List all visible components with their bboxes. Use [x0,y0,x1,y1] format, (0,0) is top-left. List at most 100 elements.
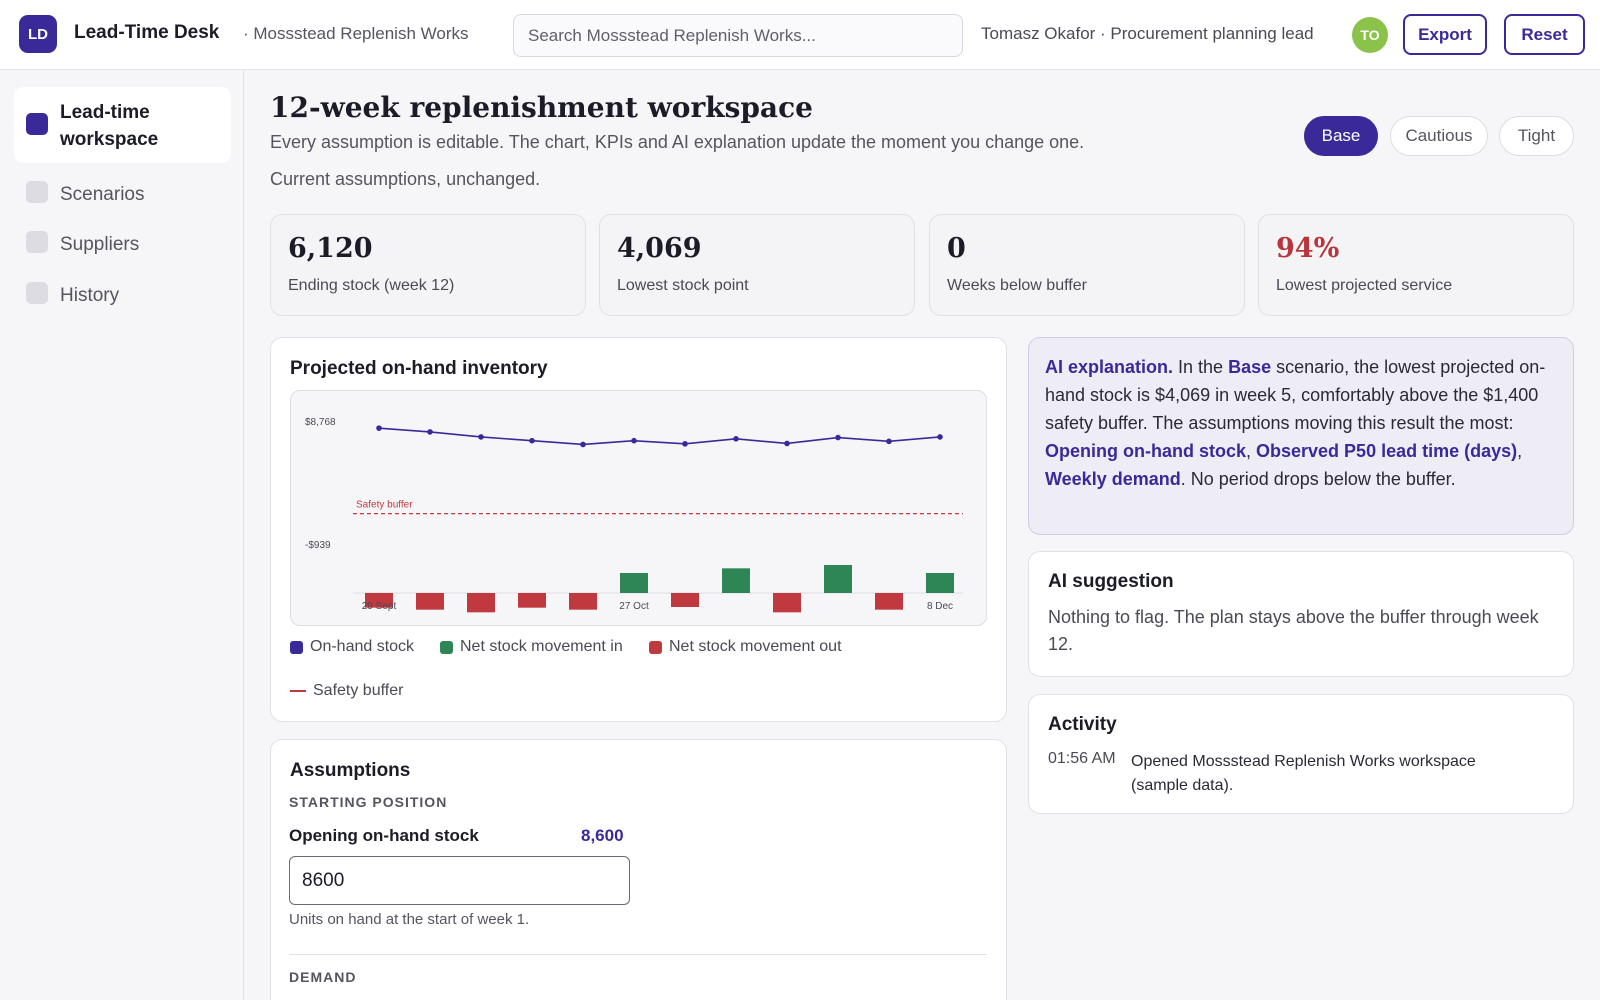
activity-title: Activity [1048,714,1117,735]
kpi-label: Weeks below buffer [947,277,1087,294]
net-out-bar [365,593,393,608]
legend-swatch [649,640,662,654]
sidebar-item-label: Suppliers [60,234,140,255]
on-hand-point [376,425,382,431]
on-hand-point [631,437,637,444]
kpi-value: 4,069 [617,233,702,264]
org-name: · Mossstead Replenish Works [243,24,469,43]
sidebar-item-label: Lead-time workspace [60,102,159,150]
kpi-label: Lowest projected service [1276,277,1453,294]
sidebar-item-lead-time-workspace[interactable]: Lead-time workspace [14,87,231,163]
net-out-bar [875,593,903,610]
scenario-tight[interactable]: Tight [1499,116,1574,156]
legend-swatch [290,690,306,692]
ai-text: In the [1173,357,1229,377]
opening-stock-help: Units on hand at the start of week 1. [289,911,530,928]
opening-stock-label: Opening on-hand stock [289,826,479,845]
kpi-label: Ending stock (week 12) [288,277,455,294]
search-input[interactable] [513,14,963,57]
ai-explanation-heading: AI explanation. [1045,357,1174,377]
net-in-bar [722,568,750,593]
y-axis-bottom-label: -$939 [305,540,331,551]
legend-buffer: Safety buffer [290,682,403,700]
workspace-icon [26,113,48,135]
x-tick-label: 27 Oct [619,601,649,612]
x-tick-label: 29 Sept [362,601,397,612]
ai-suggestion-text: Nothing to flag. The plan stays above th… [1048,607,1539,654]
top-bar: LD Lead-Time Desk · Mossstead Replenish … [0,0,1600,70]
ai-explanation-card: AI explanation. In the Base scenario, th… [1028,337,1574,535]
ai-text: , [1517,441,1523,461]
sidebar: Lead-time workspace Scenarios Suppliers … [0,70,244,1000]
chart-title: Projected on-hand inventory [290,358,548,379]
opening-stock-input[interactable] [289,856,630,905]
page-subtitle: Every assumption is editable. The chart,… [270,132,1085,152]
on-hand-point [784,440,790,447]
sidebar-item-scenarios[interactable]: Scenarios [14,175,231,215]
kpi-value: 6,120 [288,233,373,264]
on-hand-point [427,429,433,435]
divider [289,954,987,955]
y-axis-top-label: $8,768 [305,417,336,428]
kpi-ending-stock: 6,120 Ending stock (week 12) [270,214,586,316]
on-hand-point [886,438,892,445]
legend-label: Safety buffer [313,682,404,699]
on-hand-point [580,441,586,448]
sidebar-item-label: History [60,285,120,306]
assumption-link-opening-stock[interactable]: Opening on-hand stock [1045,441,1246,461]
sidebar-item-label: Scenarios [60,184,145,205]
x-tick-label: 8 Dec [927,601,953,612]
net-out-bar [671,593,699,607]
legend-net-in: Net stock movement in [440,638,623,656]
sidebar-item-suppliers[interactable]: Suppliers [14,225,231,265]
scenario-base[interactable]: Base [1304,116,1378,156]
ai-text: . No period drops below the buffer. [1180,469,1456,489]
net-out-bar [569,593,597,610]
net-in-bar [824,565,852,593]
app-logo[interactable]: LD [19,15,57,53]
reset-button[interactable]: Reset [1504,14,1585,55]
net-out-bar [773,593,801,613]
inventory-chart: $8,768 -$939 Safety buffer 29 Sept 27 Oct 8 D… [305,417,963,613]
ai-text: scenario, the lowest projected on-hand s… [1045,357,1546,433]
suppliers-icon [26,231,48,253]
sidebar-item-history[interactable]: History [14,276,231,316]
activity-text: Opened Mossstead Replenish Works workspa… [1131,753,1476,794]
assumption-link-lead-time[interactable]: Observed P50 lead time (days) [1256,441,1518,461]
user-name: Tomasz Okafor · Procurement planning lea… [981,24,1314,43]
kpi-weeks-below-buffer: 0 Weeks below buffer [929,214,1245,316]
net-in-bar [926,573,954,593]
ai-scenario-link[interactable]: Base [1228,357,1272,377]
net-out-bar [467,593,495,613]
on-hand-point [733,436,739,442]
page-status: Current assumptions, unchanged. [270,169,541,189]
ai-suggestion-card: AI suggestion Nothing to flag. The plan … [1028,551,1574,677]
legend-label: Net stock movement in [460,638,623,655]
opening-stock-value: 8,600 [581,826,624,845]
kpi-lowest-stock: 4,069 Lowest stock point [599,214,915,316]
on-hand-point [937,434,943,440]
net-in-bar [620,573,648,593]
net-out-bar [416,593,444,610]
on-hand-line [378,427,941,446]
export-button[interactable]: Export [1403,14,1487,55]
assumption-link-weekly-demand[interactable]: Weekly demand [1045,469,1181,489]
legend-on-hand: On-hand stock [290,638,414,656]
legend-swatch [290,640,303,654]
app-title: Lead-Time Desk [74,22,220,43]
avatar[interactable]: TO [1352,17,1388,53]
legend-swatch [440,640,453,654]
ai-text: , [1246,441,1257,461]
on-hand-point [835,434,841,441]
on-hand-point [682,441,688,447]
assumptions-title: Assumptions [290,760,411,781]
kpi-value: 0 [947,233,966,264]
section-starting-position: STARTING POSITION [289,794,448,810]
kpi-lowest-service: 94% Lowest projected service [1258,214,1574,316]
legend-label: On-hand stock [310,638,415,655]
page-title: 12-week replenishment workspace [270,91,813,124]
scenario-cautious[interactable]: Cautious [1390,116,1488,156]
kpi-value: 94% [1276,233,1340,264]
activity-card: Activity 01:56 AM Opened Mossstead Reple… [1028,694,1574,814]
legend-net-out: Net stock movement out [649,638,842,656]
